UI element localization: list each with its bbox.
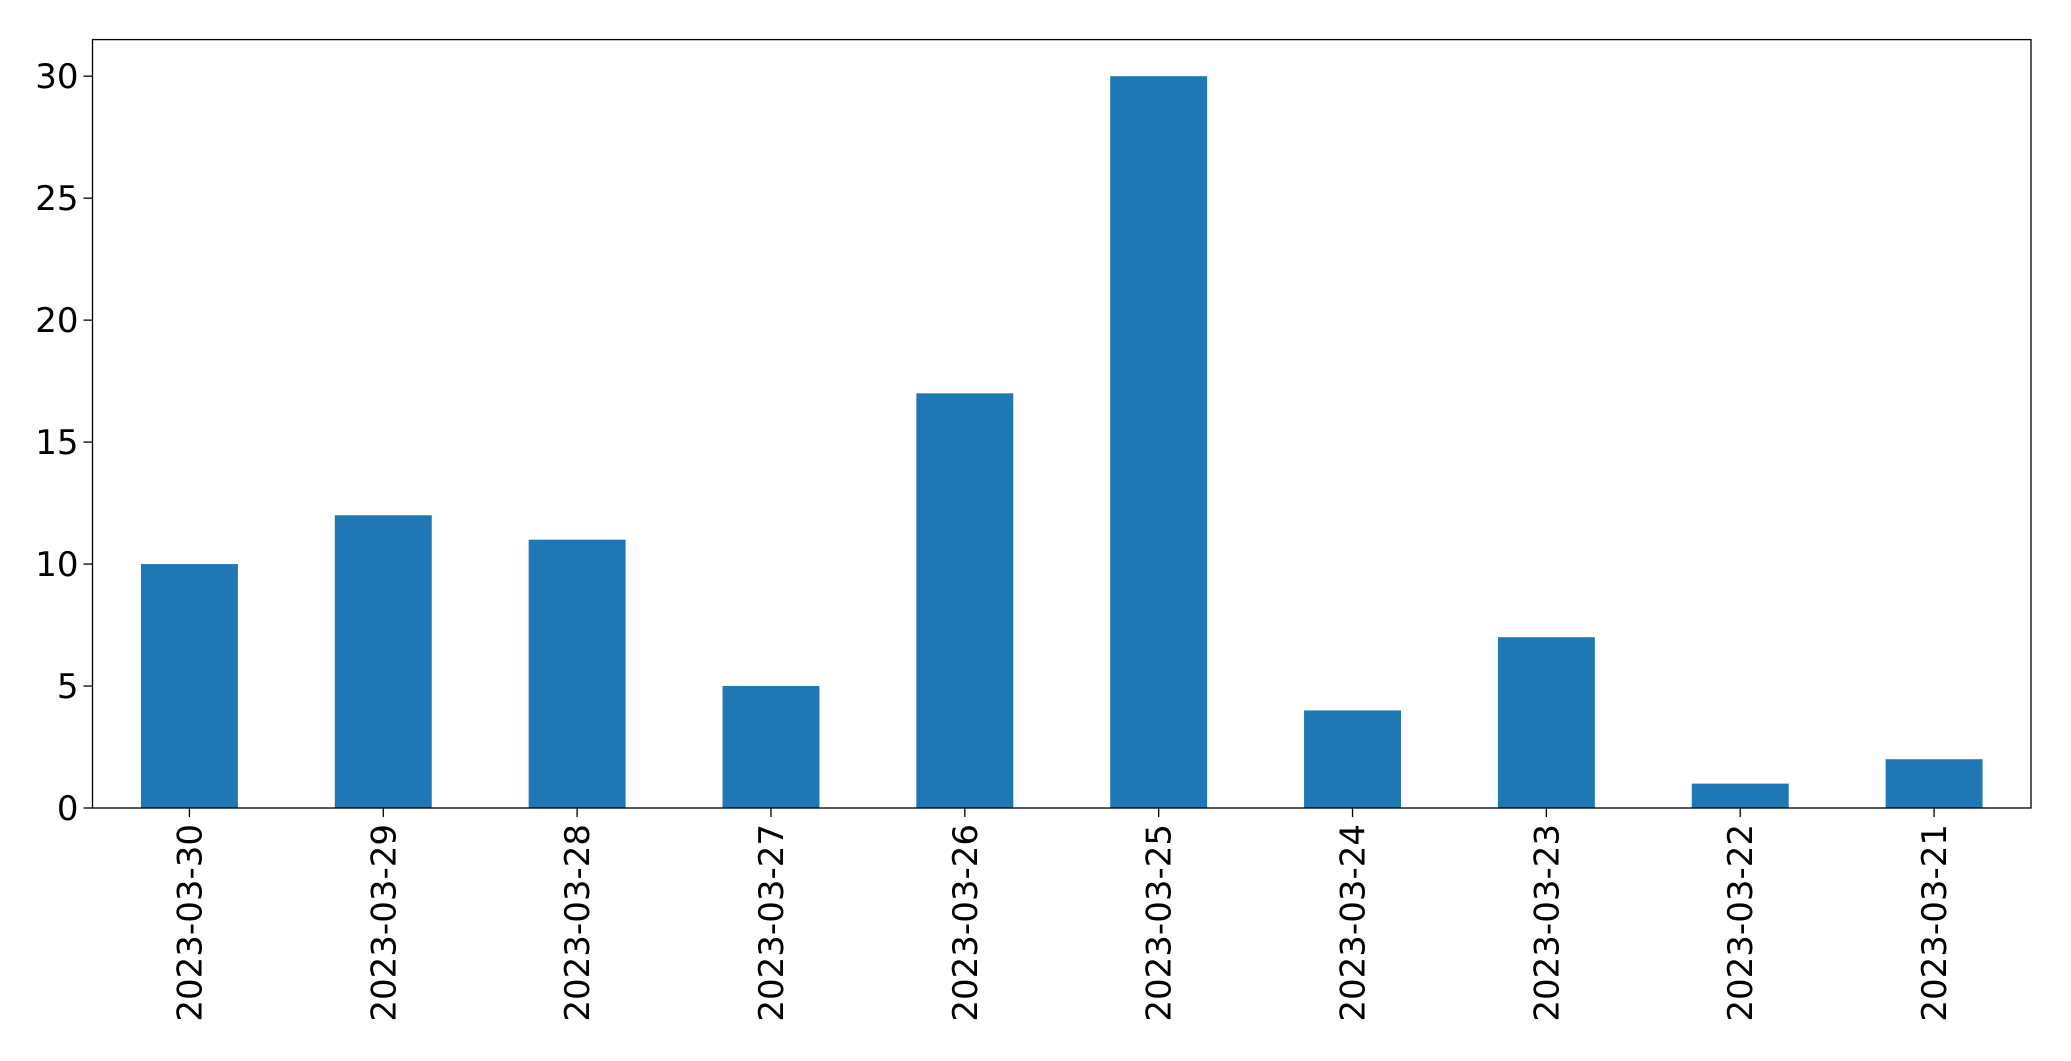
x-tick-label: 2023-03-25 <box>1140 824 1180 1022</box>
y-tick-label: 20 <box>35 301 78 341</box>
bar <box>140 564 238 808</box>
bar <box>1691 783 1789 808</box>
y-tick-label: 30 <box>35 57 78 97</box>
x-tick-label: 2023-03-22 <box>1721 824 1761 1022</box>
bar <box>1110 76 1208 808</box>
x-tick-label: 2023-03-23 <box>1527 824 1567 1022</box>
x-tick-label: 2023-03-29 <box>364 824 404 1022</box>
bar <box>528 539 626 808</box>
bar <box>1497 637 1595 808</box>
y-tick-label: 25 <box>35 179 78 219</box>
bar <box>722 686 820 808</box>
x-tick-label: 2023-03-24 <box>1334 824 1374 1022</box>
y-tick-label: 15 <box>35 423 78 463</box>
x-tick-label: 2023-03-21 <box>1915 824 1955 1022</box>
plot-frame <box>91 38 2032 809</box>
x-tick-label: 2023-03-27 <box>752 824 792 1022</box>
x-tick-label: 2023-03-26 <box>946 824 986 1022</box>
bar <box>1885 759 1983 808</box>
bar <box>1304 710 1401 808</box>
x-tick-label: 2023-03-30 <box>170 824 210 1022</box>
bar <box>334 515 432 808</box>
bar <box>916 393 1014 808</box>
y-tick-label: 10 <box>35 545 78 585</box>
y-tick-label: 5 <box>57 667 79 707</box>
x-tick-label: 2023-03-28 <box>558 824 598 1022</box>
y-tick-label: 0 <box>57 789 79 829</box>
